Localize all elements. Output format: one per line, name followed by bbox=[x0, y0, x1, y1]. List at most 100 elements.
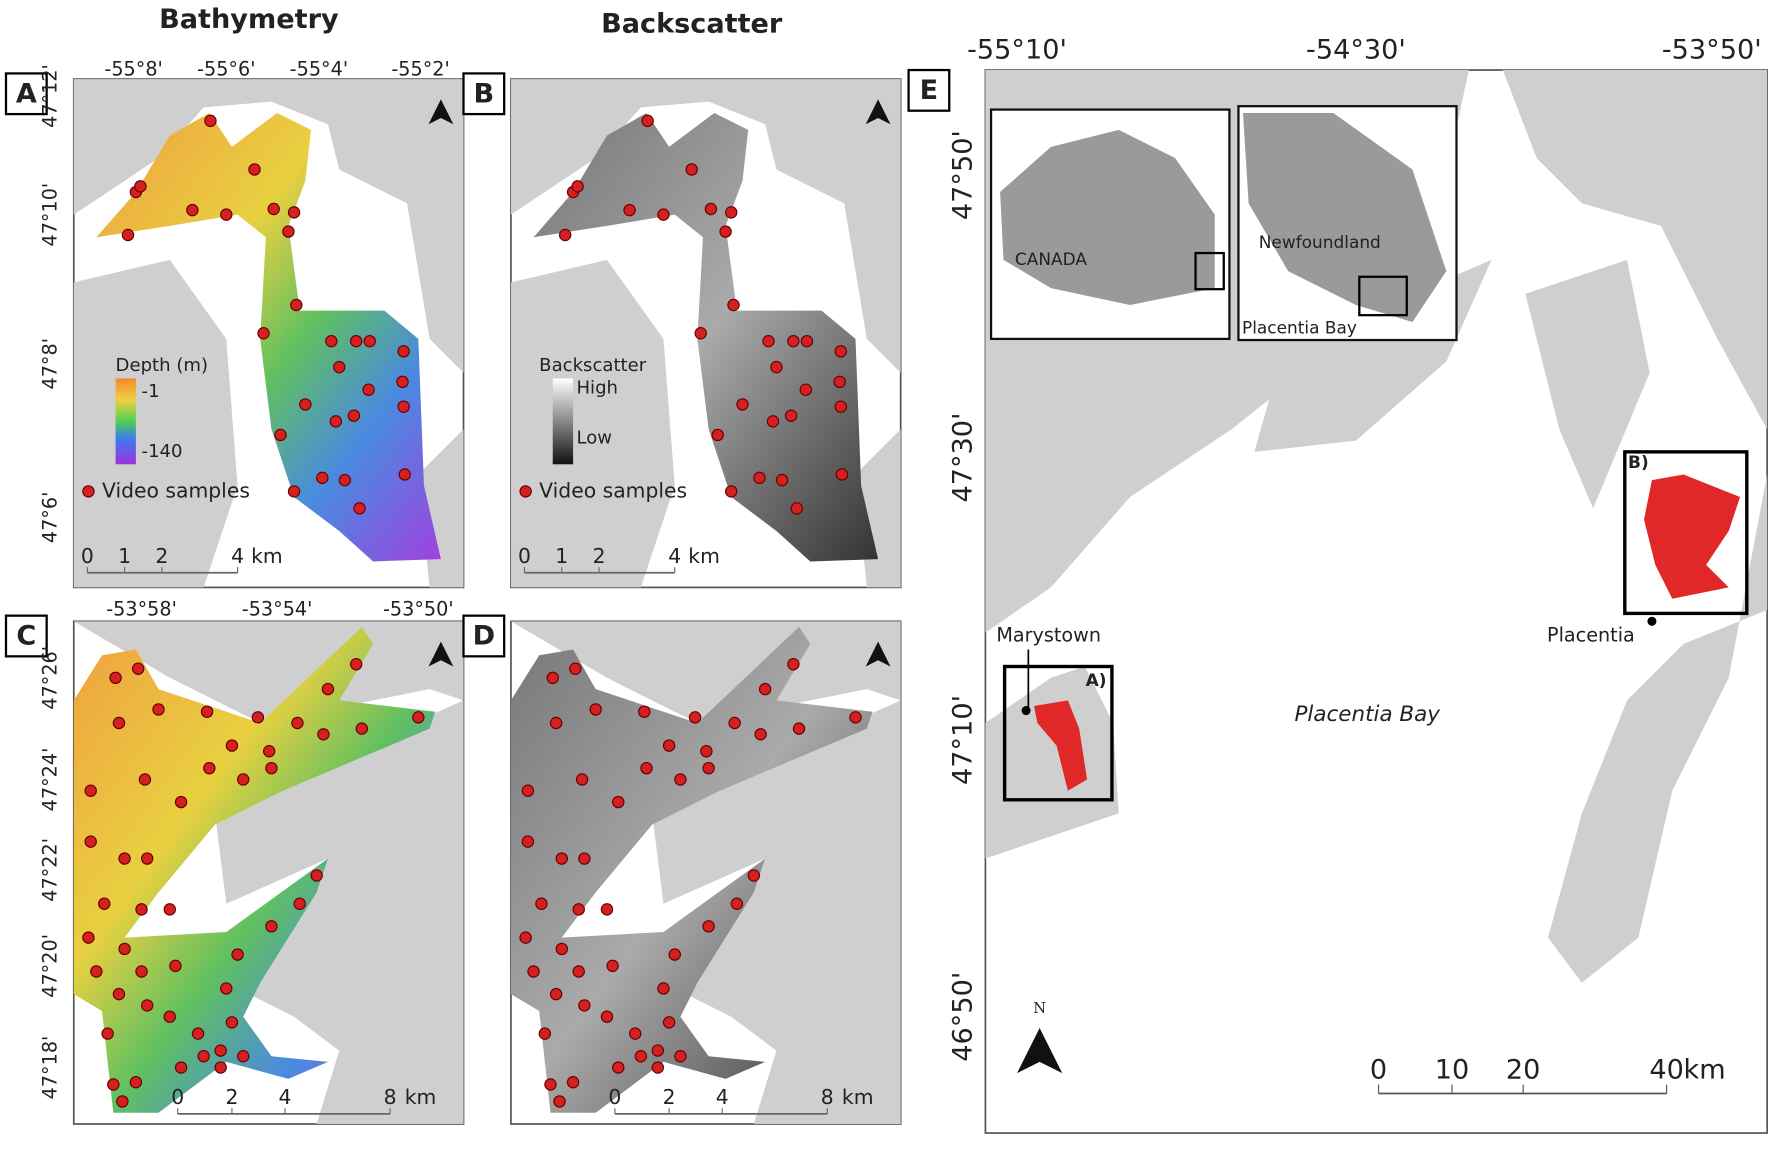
video-sample bbox=[333, 360, 346, 374]
video-sample bbox=[101, 1027, 114, 1040]
lon-tick-label: -53°58' bbox=[106, 598, 177, 621]
video-sample bbox=[398, 468, 411, 481]
video-sample bbox=[634, 1050, 648, 1063]
survey-area bbox=[533, 112, 879, 562]
scale-label: 4 bbox=[668, 544, 681, 568]
video-sample bbox=[174, 795, 188, 809]
video-sample bbox=[572, 903, 585, 916]
video-sample bbox=[152, 703, 165, 716]
video-sample bbox=[555, 942, 568, 956]
lat-tick-label: 47°50' bbox=[947, 130, 978, 220]
scale-unit: km bbox=[405, 1085, 437, 1109]
video-sample bbox=[668, 948, 681, 961]
video-sample bbox=[754, 728, 767, 741]
lat-tick-label: 46°50' bbox=[947, 972, 978, 1062]
north-arrow bbox=[428, 99, 454, 125]
video-sample bbox=[800, 334, 814, 348]
video-sample bbox=[753, 471, 766, 485]
video-sample bbox=[293, 897, 306, 910]
video-sample bbox=[214, 1044, 227, 1057]
legend-label: Video samples bbox=[102, 478, 250, 502]
legend-title: Depth (m) bbox=[116, 355, 208, 376]
video-sample bbox=[641, 114, 654, 128]
lat-tick-label: 47°20' bbox=[39, 934, 62, 998]
video-sample bbox=[762, 334, 775, 348]
video-sample bbox=[651, 1044, 665, 1057]
video-sample bbox=[544, 1078, 557, 1091]
video-sample bbox=[349, 658, 363, 671]
scale-label: 0 bbox=[608, 1085, 621, 1109]
video-sample bbox=[674, 773, 687, 786]
scale-label: 10 bbox=[1435, 1054, 1470, 1085]
video-sample bbox=[519, 485, 532, 498]
video-sample bbox=[112, 716, 126, 730]
video-sample bbox=[251, 711, 265, 724]
video-sample bbox=[685, 163, 698, 176]
scale-label: 0 bbox=[1370, 1054, 1387, 1085]
panel-label: E bbox=[920, 75, 939, 106]
scale-label: 2 bbox=[155, 544, 168, 568]
panel-label: D bbox=[473, 621, 496, 652]
video-sample bbox=[329, 415, 343, 428]
scale-label: 8 bbox=[821, 1085, 834, 1109]
panel-label: B bbox=[474, 78, 495, 109]
scale-label: 2 bbox=[225, 1085, 238, 1109]
scale-unit: km bbox=[1684, 1054, 1726, 1085]
scale-unit: km bbox=[251, 544, 283, 568]
frame bbox=[1002, 664, 1114, 802]
scale-unit: km bbox=[688, 544, 720, 568]
video-sample bbox=[237, 1050, 250, 1063]
scale-label: 0 bbox=[171, 1085, 184, 1109]
lon-tick-label: -53°50' bbox=[383, 598, 454, 621]
video-sample bbox=[535, 897, 548, 910]
north-label: N bbox=[1033, 1000, 1046, 1017]
lon-tick-label: -55°10' bbox=[967, 34, 1067, 65]
label-box bbox=[462, 614, 506, 658]
legend-label: High bbox=[576, 378, 618, 399]
north-arrow bbox=[1017, 1027, 1063, 1074]
video-sample bbox=[118, 852, 131, 865]
video-sample bbox=[353, 502, 366, 515]
legend-ramp bbox=[115, 378, 136, 465]
video-sample bbox=[747, 869, 761, 882]
column-title: Bathymetry bbox=[159, 4, 339, 35]
video-sample bbox=[248, 163, 261, 176]
scale-unit: km bbox=[842, 1085, 874, 1109]
video-sample bbox=[317, 728, 330, 741]
video-sample bbox=[555, 852, 568, 865]
place-label: Placentia Bay bbox=[1294, 702, 1440, 727]
place-label: Placentia Bay bbox=[1242, 318, 1357, 338]
video-sample bbox=[231, 948, 244, 961]
lat-tick-label: 47°22' bbox=[39, 838, 62, 902]
label-box bbox=[4, 72, 48, 116]
scale-label: 4 bbox=[279, 1085, 292, 1109]
video-sample bbox=[758, 682, 772, 696]
box-label: A) bbox=[1086, 670, 1107, 690]
video-sample bbox=[702, 920, 715, 933]
video-sample bbox=[397, 400, 410, 413]
lat-tick-label: 47°10' bbox=[947, 695, 978, 785]
survey-area bbox=[96, 112, 441, 562]
video-sample bbox=[784, 409, 798, 422]
video-sample bbox=[338, 473, 352, 487]
lon-tick-label: -53°50' bbox=[1662, 34, 1762, 65]
video-sample bbox=[282, 225, 295, 238]
lat-tick-label: 47°8' bbox=[39, 338, 62, 389]
video-sample bbox=[688, 711, 702, 724]
video-sample bbox=[787, 658, 800, 671]
video-sample bbox=[90, 965, 103, 978]
lon-tick-label: -55°2' bbox=[391, 58, 449, 81]
label-box bbox=[907, 68, 951, 112]
video-sample bbox=[566, 1076, 580, 1089]
video-sample bbox=[131, 662, 145, 675]
land bbox=[73, 259, 238, 588]
lon-tick-label: -54°30' bbox=[1306, 34, 1406, 65]
video-sample bbox=[98, 897, 111, 910]
lat-tick-label: 47°26' bbox=[39, 646, 62, 710]
video-sample bbox=[553, 1095, 566, 1108]
video-sample bbox=[109, 671, 122, 685]
video-sample bbox=[725, 485, 738, 498]
video-sample bbox=[612, 795, 625, 809]
lat-tick-label: 47°6' bbox=[39, 492, 62, 543]
video-sample bbox=[163, 903, 177, 916]
